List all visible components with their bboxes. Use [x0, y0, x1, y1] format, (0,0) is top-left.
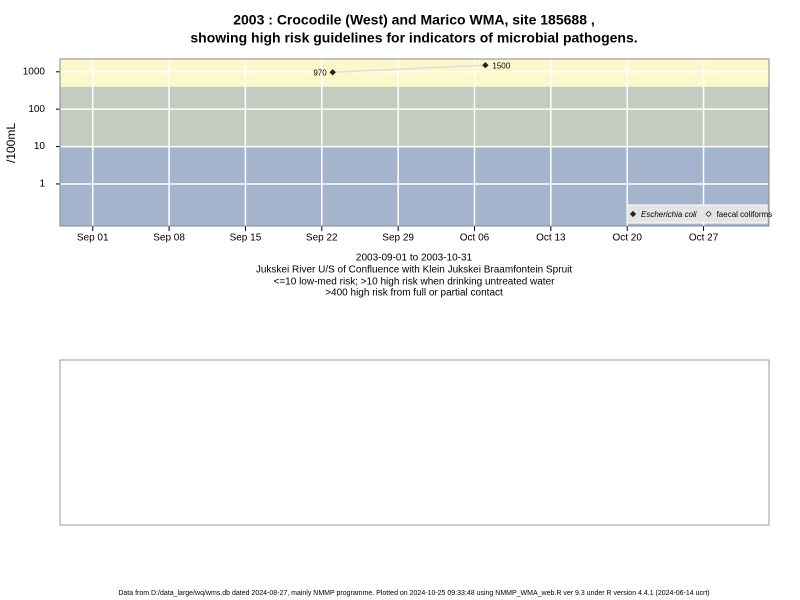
- footer: Data from D:/data_large/wq/wms.db dated …: [118, 590, 709, 597]
- x-tick-label: Oct 27: [689, 233, 719, 244]
- empty-panel: [59, 359, 770, 526]
- y-tick-label: 1: [39, 179, 45, 190]
- legend-marker: [705, 210, 712, 218]
- subtitle: 2003-09-01 to 2003-10-31: [356, 253, 473, 264]
- subtitle: Jukskei River U/S of Confluence with Kle…: [256, 265, 572, 276]
- legend-box: [626, 204, 768, 224]
- x-tick-label: Sep 29: [382, 233, 414, 244]
- legend-label: Escherichia coli: [641, 210, 697, 219]
- x-tick-label: Sep 01: [77, 233, 109, 244]
- x-tick-label: Oct 06: [460, 233, 490, 244]
- x-tick-label: Oct 20: [612, 233, 642, 244]
- x-tick-label: Sep 08: [153, 233, 185, 244]
- y-tick-label: 1000: [23, 66, 46, 77]
- risk-band: [60, 86, 769, 147]
- legend-marker: [629, 210, 637, 218]
- data-label: 1500: [492, 61, 510, 70]
- plot-frame: [59, 58, 770, 227]
- legend-label: faecal coliforms: [717, 210, 773, 219]
- y-axis-label: /100mL: [4, 123, 18, 163]
- x-tick-label: Sep 22: [306, 233, 338, 244]
- data-point: [329, 69, 336, 76]
- risk-band: [60, 59, 769, 87]
- subtitle: >400 high risk from full or partial cont…: [325, 288, 503, 299]
- y-tick-label: 100: [28, 104, 45, 115]
- x-tick-label: Oct 13: [536, 233, 566, 244]
- data-point: [482, 62, 489, 69]
- chart-title: 2003 : Crocodile (West) and Marico WMA, …: [233, 12, 595, 28]
- x-tick-label: Sep 15: [230, 233, 262, 244]
- subtitle: <=10 low-med risk; >10 high risk when dr…: [274, 277, 556, 288]
- y-tick-label: 10: [34, 141, 46, 152]
- series-line: [332, 64, 486, 74]
- chart-title: showing high risk guidelines for indicat…: [190, 30, 637, 46]
- data-label: 970: [313, 68, 327, 77]
